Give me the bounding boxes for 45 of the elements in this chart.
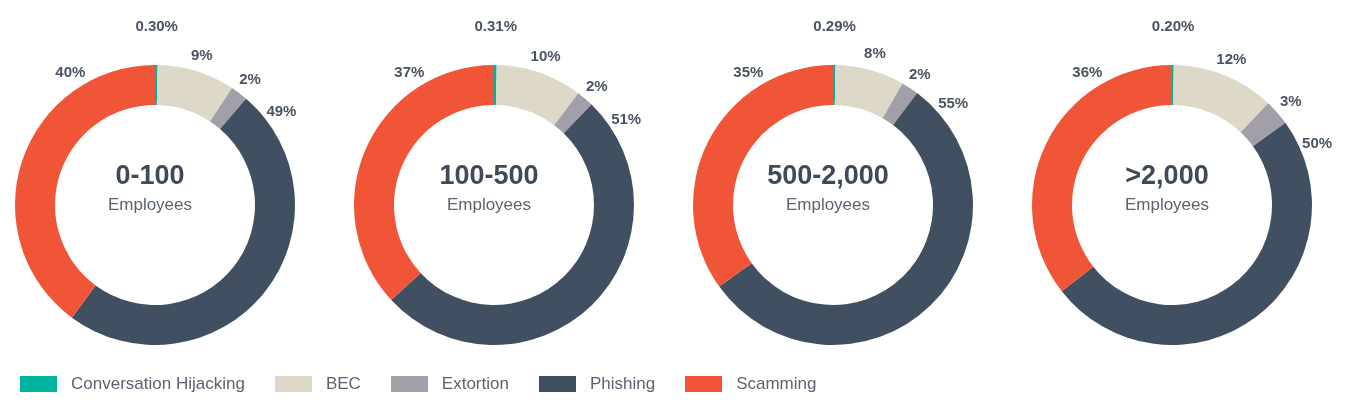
donut-slice	[494, 65, 497, 106]
data-label: 51%	[611, 109, 642, 127]
data-label: 12%	[1216, 50, 1247, 68]
text: 500-2,000	[766, 160, 890, 191]
donut-slice	[210, 88, 247, 130]
text: 100-500	[438, 160, 540, 191]
data-label: 9%	[190, 45, 213, 63]
legend-label: Phishing	[589, 374, 656, 394]
data-label: 2%	[909, 64, 931, 82]
data-label: 37%	[394, 63, 425, 81]
text: 0-100	[114, 160, 186, 191]
text: Employees	[445, 195, 533, 215]
data-label: 8%	[864, 44, 886, 62]
donut-slice	[495, 65, 579, 126]
donut-slice	[71, 98, 295, 345]
data-label: 50%	[1302, 133, 1333, 151]
data-label: 49%	[266, 101, 297, 119]
data-label: 10%	[530, 47, 561, 65]
donut-slice	[554, 93, 592, 134]
data-label: 55%	[938, 93, 969, 111]
data-label: 40%	[55, 63, 86, 81]
text: Employees	[106, 195, 194, 215]
donut-slice	[882, 83, 918, 126]
donut-slice	[834, 65, 903, 119]
text: >2,000	[1124, 160, 1210, 191]
data-label: 0.30%	[135, 16, 178, 34]
donut-slice	[155, 65, 158, 106]
legend-label: Scamming	[736, 374, 817, 394]
donut-slice	[719, 93, 973, 345]
text: Employees	[1123, 195, 1211, 215]
donut-slice	[1173, 65, 1269, 133]
legend-label: Extortion	[441, 374, 509, 394]
text: Employees	[784, 195, 872, 215]
data-label: 2%	[585, 76, 608, 94]
data-label: 0.31%	[474, 16, 518, 34]
data-label: 36%	[1072, 63, 1103, 81]
data-label: 0.29%	[813, 16, 856, 34]
legend-label: Conversation Hijacking	[71, 374, 245, 394]
donut-slice	[156, 65, 233, 122]
data-label: 35%	[733, 63, 764, 81]
donut-slice	[833, 65, 836, 106]
data-label: 0.20%	[1151, 16, 1195, 34]
data-label: 2%	[239, 70, 261, 88]
data-label: 3%	[1279, 92, 1302, 110]
legend-label: BEC	[325, 374, 361, 394]
